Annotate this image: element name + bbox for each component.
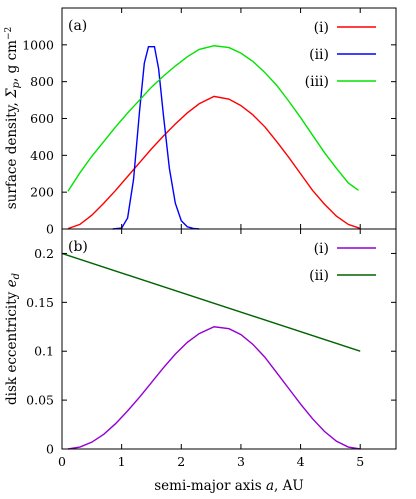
panel-a-y-axis-label: surface density, Σp, g cm−2 [4, 27, 22, 210]
panel-b: 0 1 2 3 4 5 0 0.05 0.1 0.15 0.2 (b) (i) (ii) disk e… [4, 228, 397, 494]
panel-a-y-tick-label: 200 [30, 185, 54, 200]
panel-b-y-tick-label: 0.05 [26, 393, 54, 408]
panel-b-ticks: 0 1 2 3 4 5 0 0.05 0.1 0.15 0.2 [26, 229, 396, 469]
x-tick-label: 0 [58, 454, 66, 469]
panel-b-y-tick-label: 0.2 [34, 246, 54, 261]
panel-b-legend: (i) (ii) [309, 241, 376, 284]
panel-b-series-1-line [67, 326, 361, 450]
panel-a-frame [61, 7, 397, 230]
panel-b-series-2-line [61, 252, 361, 352]
x-tick-label: 3 [237, 454, 245, 469]
panel-a-y-tick-label: 400 [30, 148, 54, 163]
x-tick-label: 4 [297, 454, 305, 469]
panel-a-legend-label-3: (iii) [305, 74, 329, 90]
panel-a-ticks: 0 200 400 600 800 1000 [22, 8, 396, 237]
panel-a-series-3-line [67, 45, 359, 192]
panel-a-y-tick-label: 800 [30, 74, 54, 89]
panel-a-plot-area [67, 45, 361, 230]
panel-b-plot-area [61, 252, 361, 450]
x-tick-label: 2 [177, 454, 185, 469]
x-tick-label: 5 [356, 454, 364, 469]
x-axis-label: semi-major axis a, AU [154, 478, 304, 494]
panel-b-frame [61, 228, 397, 450]
panel-b-label: (b) [68, 239, 88, 255]
panel-a-y-tick-label: 0 [46, 222, 54, 237]
panel-b-y-tick-label: 0 [46, 442, 54, 457]
panel-b-y-axis-label: disk eccentricity ed [4, 273, 22, 405]
panel-a-label: (a) [68, 18, 87, 34]
panel-a-series-1-line [67, 95, 361, 230]
panel-b-y-tick-label: 0.1 [34, 344, 54, 359]
panel-b-legend-label-2: (ii) [309, 268, 329, 284]
panel-a-series-2-line [112, 45, 200, 230]
x-tick-label: 1 [118, 454, 126, 469]
panel-a: 0 200 400 600 800 1000 (a) (i) (ii) (iii) surfa… [4, 7, 397, 237]
panel-b-y-tick-label: 0.15 [26, 295, 54, 310]
panel-a-legend-label-2: (ii) [309, 47, 329, 63]
panel-a-y-tick-label: 1000 [22, 37, 54, 52]
panel-a-legend-label-1: (i) [314, 20, 329, 36]
panel-a-legend: (i) (ii) (iii) [305, 20, 376, 90]
panel-b-legend-label-1: (i) [314, 241, 329, 257]
panel-a-y-tick-label: 600 [30, 111, 54, 126]
